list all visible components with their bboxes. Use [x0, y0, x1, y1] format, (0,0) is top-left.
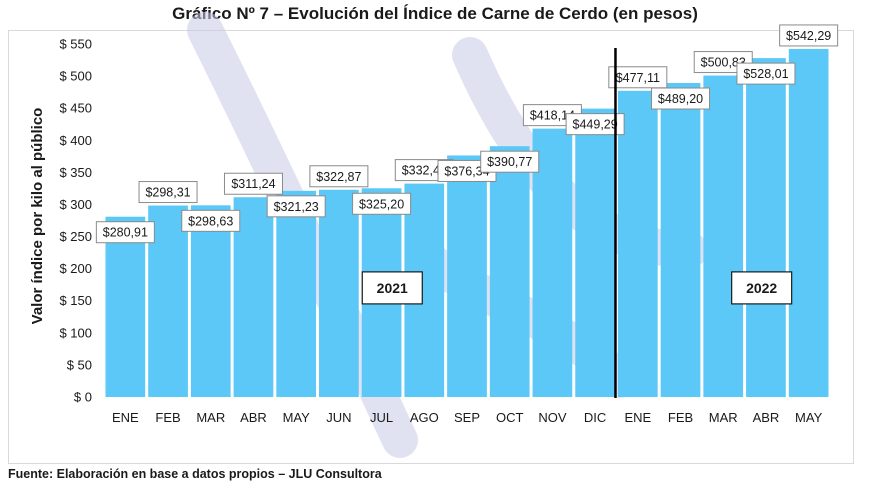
- y-tick-label: $ 200: [59, 261, 92, 276]
- data-label: $298,31: [145, 186, 190, 200]
- y-tick-label: $ 350: [59, 165, 92, 180]
- y-axis: $ 0 $ 50 $ 100 $ 150 $ 200 $ 250 $ 300 $ 350 $ 4…: [59, 37, 92, 405]
- year-label: 2021: [377, 280, 408, 296]
- x-tick-label: MAR: [709, 410, 738, 425]
- year-label: 2022: [746, 280, 777, 296]
- bar: [190, 205, 231, 397]
- bar: [447, 155, 487, 397]
- data-label: $322,87: [316, 170, 361, 184]
- bar: [660, 83, 701, 397]
- data-label: $477,11: [616, 71, 660, 85]
- year-label-box: [361, 271, 423, 305]
- y-tick-label: $ 0: [74, 390, 92, 405]
- data-label-box: [651, 87, 711, 110]
- data-label-box: [309, 165, 369, 188]
- y-tick-label: $ 500: [59, 69, 92, 84]
- data-label: $528,01: [743, 67, 788, 81]
- data-label-box: [95, 221, 155, 244]
- data-label-box: [565, 113, 625, 136]
- y-tick-label: $ 450: [59, 101, 92, 116]
- x-tick-label: JUN: [326, 410, 351, 425]
- data-label-box: [480, 150, 540, 173]
- x-tick-label: ABR: [240, 410, 267, 425]
- bar: [489, 146, 530, 397]
- x-axis: ENE FEB MAR ABR MAY JUN JUL AGO SEP OCT NOV DIC ENE F…: [112, 410, 823, 425]
- data-label-box: [181, 209, 241, 232]
- bars: [105, 48, 829, 398]
- x-tick-label: JUL: [370, 410, 393, 425]
- x-tick-label: FEB: [155, 410, 180, 425]
- year-label-box: [731, 271, 793, 305]
- x-tick-label: MAR: [196, 410, 225, 425]
- y-tick-label: $ 100: [59, 325, 92, 340]
- y-tick-label: $ 250: [59, 229, 92, 244]
- bar: [617, 90, 658, 397]
- data-label: $298,63: [188, 214, 233, 228]
- bar: [575, 108, 615, 397]
- y-tick-label: $ 150: [59, 293, 92, 308]
- chart-title: Gráfico Nº 7 – Evolución del Índice de C…: [172, 4, 698, 23]
- data-label-box: [779, 24, 839, 47]
- x-tick-label: FEB: [668, 410, 693, 425]
- x-tick-label: ENE: [112, 410, 139, 425]
- bar: [276, 190, 317, 397]
- bar: [532, 128, 573, 398]
- data-label-box: [352, 192, 412, 215]
- data-label-box: [608, 66, 668, 89]
- x-tick-label: MAY: [795, 410, 823, 425]
- y-tick-label: $ 300: [59, 197, 92, 212]
- y-tick-label: $ 50: [67, 357, 92, 372]
- data-label: $449,29: [573, 118, 618, 132]
- data-label: $332,49: [402, 164, 447, 178]
- data-labels: $280,91 $298,31 $298,63 $311,24 $321,23 $322,…: [95, 24, 839, 244]
- data-label: $489,20: [658, 92, 703, 106]
- data-label: $390,77: [487, 155, 532, 169]
- data-label: $418,14: [530, 109, 575, 123]
- bar: [105, 216, 146, 397]
- y-axis-label: Valor índice por kilo al público: [29, 108, 46, 325]
- y-tick-label: $ 550: [59, 37, 92, 52]
- data-label-box: [138, 181, 198, 204]
- x-tick-label: ABR: [753, 410, 780, 425]
- x-tick-label: NOV: [538, 410, 567, 425]
- data-label-box: [223, 172, 283, 195]
- data-label: $321,23: [274, 200, 319, 214]
- source-note: Fuente: Elaboración en base a datos prop…: [8, 467, 382, 481]
- x-tick-label: AGO: [410, 410, 439, 425]
- chart-panel: [8, 30, 854, 464]
- year-annotations: 2021 2022: [361, 48, 793, 398]
- data-label: $280,91: [103, 226, 148, 240]
- data-label-box: [266, 195, 326, 218]
- bar: [746, 58, 786, 397]
- data-label-box: [736, 62, 796, 85]
- x-tick-label: DIC: [584, 410, 606, 425]
- data-label: $311,24: [231, 177, 275, 191]
- data-label: $325,20: [359, 197, 404, 211]
- x-tick-label: OCT: [496, 410, 524, 425]
- bar: [788, 48, 829, 397]
- bar: [319, 189, 359, 397]
- x-tick-label: ENE: [624, 410, 651, 425]
- data-label: $376,34: [444, 164, 489, 178]
- x-tick-label: MAY: [283, 410, 311, 425]
- y-tick-label: $ 400: [59, 133, 92, 148]
- bar: [703, 75, 744, 397]
- x-tick-label: SEP: [454, 410, 480, 425]
- data-label: $500,83: [701, 56, 746, 70]
- data-label: $542,29: [786, 29, 831, 43]
